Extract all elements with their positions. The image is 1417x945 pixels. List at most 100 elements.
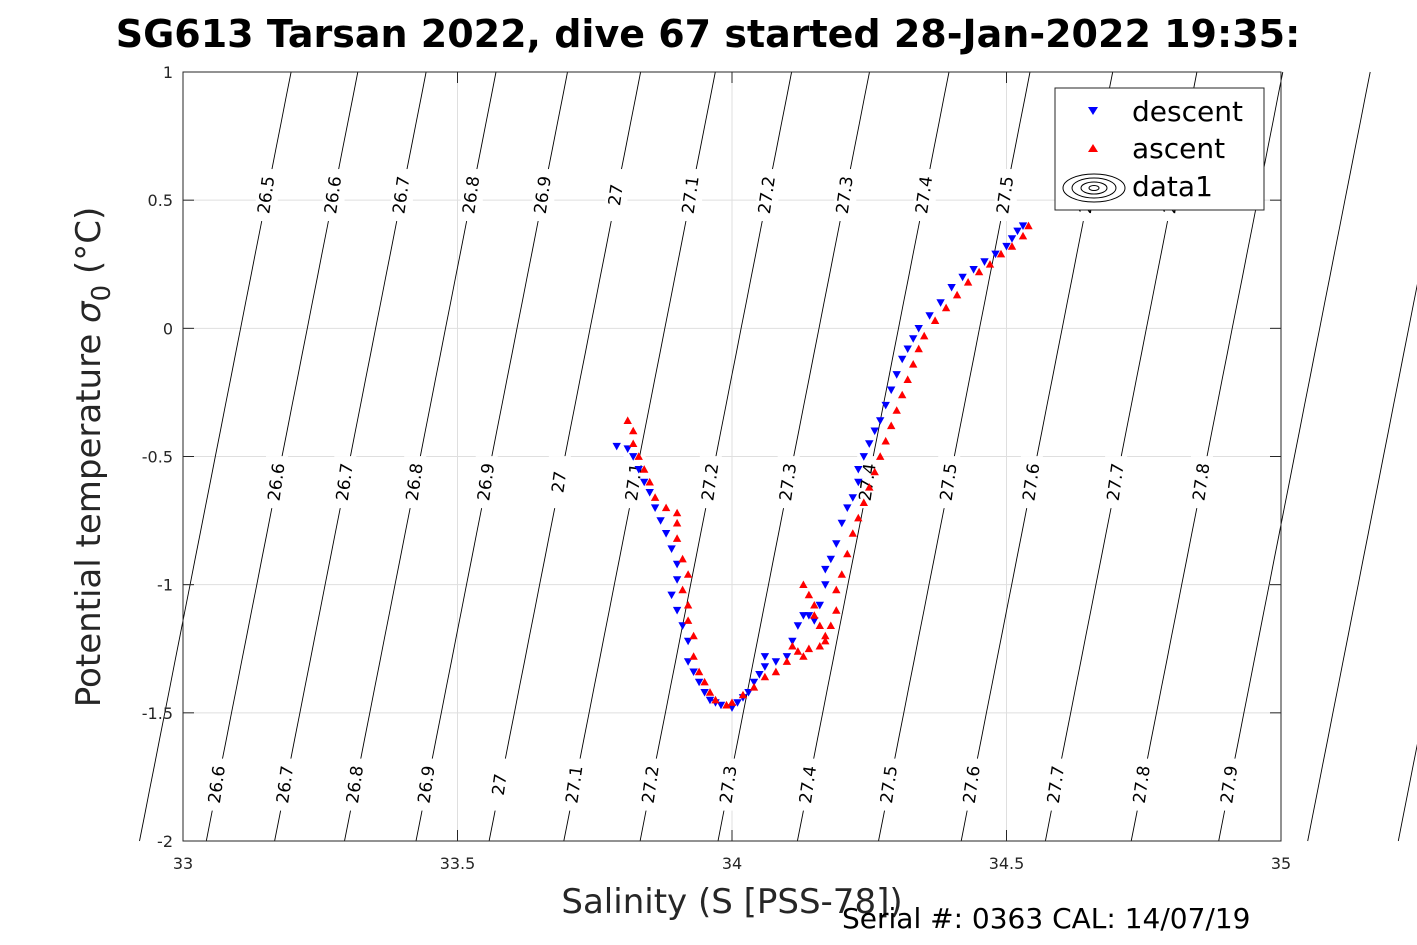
descent-marker xyxy=(936,299,945,307)
contour-label-bg xyxy=(265,456,288,509)
ascent-marker xyxy=(738,690,748,699)
ascent-marker xyxy=(799,580,808,588)
ascent-marker xyxy=(694,667,704,676)
ascent-marker xyxy=(672,534,682,542)
contour-label-bg xyxy=(489,758,512,811)
y-tick-label: -0.5 xyxy=(142,448,173,467)
descent-marker xyxy=(793,622,803,630)
descent-marker xyxy=(821,565,830,574)
ascent-marker xyxy=(963,278,973,286)
contour-label-bg xyxy=(994,169,1017,222)
y-tick-label: -1.5 xyxy=(142,704,173,723)
contour-label-bg xyxy=(680,169,703,222)
contour-label-bg xyxy=(1020,456,1043,509)
descent-marker xyxy=(892,371,901,379)
ascent-marker xyxy=(788,642,797,650)
ascent-marker xyxy=(634,452,643,460)
descent-marker xyxy=(744,689,753,697)
descent-marker xyxy=(694,678,704,687)
descent-marker xyxy=(837,519,846,528)
contour-label-bg xyxy=(532,169,555,222)
contour-label-bg xyxy=(1131,758,1154,811)
descent-marker xyxy=(705,696,715,705)
contour-label-bg xyxy=(1218,758,1241,811)
ascent-marker xyxy=(887,421,896,430)
contour-label-bg xyxy=(857,456,880,509)
ascent-marker xyxy=(914,344,923,353)
contour-label-bg xyxy=(255,169,278,222)
descent-marker xyxy=(1007,235,1017,243)
descent-marker xyxy=(1018,222,1028,230)
descent-marker xyxy=(815,601,824,610)
x-tick-label: 33 xyxy=(173,854,193,873)
y-tick-label: 0 xyxy=(163,319,173,338)
descent-marker xyxy=(749,678,759,687)
descent-marker xyxy=(672,606,682,615)
descent-marker xyxy=(958,273,967,282)
y-axis-label-main: Potential temperature xyxy=(69,323,109,707)
contour-label-bg xyxy=(699,456,722,509)
ascent-marker xyxy=(909,360,918,368)
footer-serial-cal: Serial #: 0363 CAL: 14/07/19 xyxy=(842,902,1250,935)
contour-label-bg xyxy=(563,758,586,811)
descent-marker xyxy=(727,704,737,712)
ascent-marker xyxy=(705,688,715,696)
descent-marker xyxy=(623,445,632,453)
ascent-marker xyxy=(815,621,824,629)
contour-label-bg xyxy=(797,758,820,811)
contour-label-top: 27 xyxy=(605,183,628,207)
x-tick-label: 35 xyxy=(1271,854,1291,873)
descent-marker xyxy=(914,325,923,333)
contour-label-bg xyxy=(548,456,571,509)
descent-marker xyxy=(1002,242,1011,251)
ascent-marker xyxy=(650,493,660,501)
descent-marker xyxy=(848,494,857,502)
ascent-marker xyxy=(920,331,929,340)
contour-label-bg xyxy=(390,169,413,222)
contour-label-bg xyxy=(756,169,779,222)
contour-label-bg xyxy=(834,169,857,222)
contour-label-bottom: 27 xyxy=(489,772,512,796)
ascent-marker xyxy=(826,621,835,629)
ascent-marker xyxy=(876,452,885,460)
contour-label-bg xyxy=(404,456,427,509)
contour-label-bg xyxy=(344,758,367,811)
contour-label-bg xyxy=(206,758,229,811)
y-axis-label-unit: (°C) xyxy=(69,207,109,285)
y-tick-label: 1 xyxy=(163,63,173,82)
descent-marker xyxy=(810,617,819,625)
ascent-marker xyxy=(854,513,863,522)
descent-marker xyxy=(854,466,863,474)
ascent-marker xyxy=(832,606,841,614)
descent-marker xyxy=(667,591,676,600)
contour-label-bg xyxy=(878,758,901,811)
descent-marker xyxy=(700,689,709,697)
contour-label-bg xyxy=(938,456,961,509)
contour-label-bg xyxy=(640,758,663,811)
contour-label-bg xyxy=(718,758,741,811)
descent-marker xyxy=(909,335,918,343)
descent-marker xyxy=(661,530,671,538)
ascent-marker xyxy=(683,601,693,609)
descent-marker xyxy=(645,489,654,497)
descent-marker xyxy=(678,622,687,630)
ascent-marker xyxy=(985,260,995,268)
ascent-marker xyxy=(640,465,649,473)
descent-marker xyxy=(876,417,885,425)
descent-marker xyxy=(832,540,841,548)
descent-marker xyxy=(903,345,912,353)
descent-marker xyxy=(980,258,989,266)
descent-marker xyxy=(854,478,863,487)
descent-marker xyxy=(947,284,956,292)
ascent-marker xyxy=(898,390,907,399)
ascent-marker xyxy=(1018,231,1028,240)
ascent-marker xyxy=(848,529,857,537)
ascent-marker xyxy=(672,508,682,517)
descent-marker xyxy=(771,658,781,666)
ascent-marker xyxy=(678,585,687,594)
descent-marker xyxy=(634,466,643,474)
ascent-marker xyxy=(799,652,808,660)
y-tick-label: -2 xyxy=(157,832,173,851)
y-axis-label-symbol: σ xyxy=(69,300,109,323)
descent-marker xyxy=(887,386,896,395)
